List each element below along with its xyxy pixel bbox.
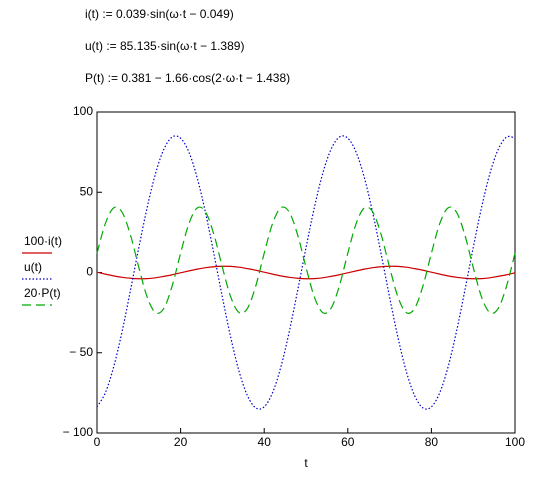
x-tick-label: 80 [425,435,439,449]
x-tick-label: 60 [341,435,355,449]
y-tick-label: 100 [73,104,93,118]
series-line [96,206,516,314]
x-tick-label: 20 [174,435,188,449]
legend-label: 20·P(t) [24,286,61,300]
x-tick-label: 100 [505,435,525,449]
legend-label: u(t) [24,260,42,274]
y-tick-label: 0 [86,265,93,279]
x-tick-label: 40 [258,435,272,449]
series-line [96,265,516,280]
equation: u(t) := 85.135·sin(ω·t − 1.389) [85,39,244,53]
x-axis-label: t [304,456,308,470]
y-tick-label: 50 [80,184,94,198]
equation: P(t) := 0.381 − 1.66·cos(2·ω·t − 1.438) [85,71,290,85]
legend-label: 100·i(t) [24,234,62,248]
y-tick-label: − 50 [69,345,93,359]
plot-frame [96,111,516,434]
equation: i(t) := 0.039·sin(ω·t − 0.049) [85,7,234,21]
y-tick-label: − 100 [63,425,94,439]
series-line [96,135,516,410]
x-tick-label: 0 [94,435,101,449]
